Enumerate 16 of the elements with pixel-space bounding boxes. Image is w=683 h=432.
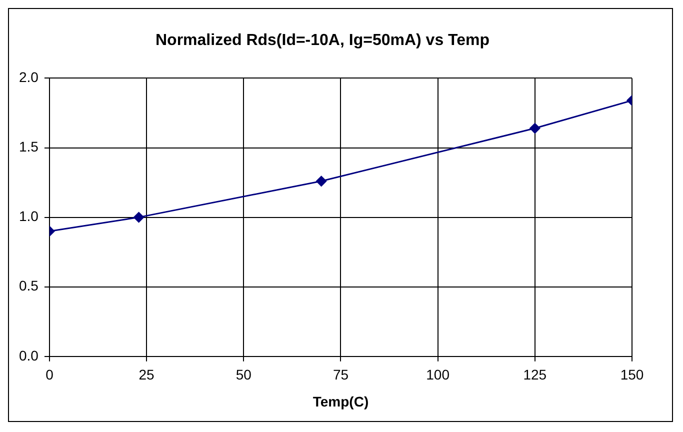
point — [134, 212, 144, 223]
y-tick-label: 1.5 — [18, 138, 39, 155]
y-tick-label: 0.0 — [18, 347, 39, 364]
x-tick-label: 50 — [236, 366, 252, 383]
x-tick-label: 150 — [620, 366, 644, 383]
x-tick-label: 0 — [46, 366, 54, 383]
y-tick-label: 2.0 — [18, 69, 39, 86]
y-tick-label: 0.5 — [18, 278, 39, 294]
x-axis-title: Temp(C) — [312, 393, 369, 410]
x-tick-label: 100 — [426, 366, 450, 383]
y-tick-label: 1.0 — [18, 208, 39, 224]
x-tick-label: 125 — [523, 366, 547, 383]
x-tick-label: 25 — [138, 366, 155, 383]
chart-title: Normalized Rds(Id=-10A, Ig=50mA) vs Temp — [155, 32, 490, 50]
point — [316, 176, 327, 186]
x-tick-label: 75 — [332, 366, 349, 383]
